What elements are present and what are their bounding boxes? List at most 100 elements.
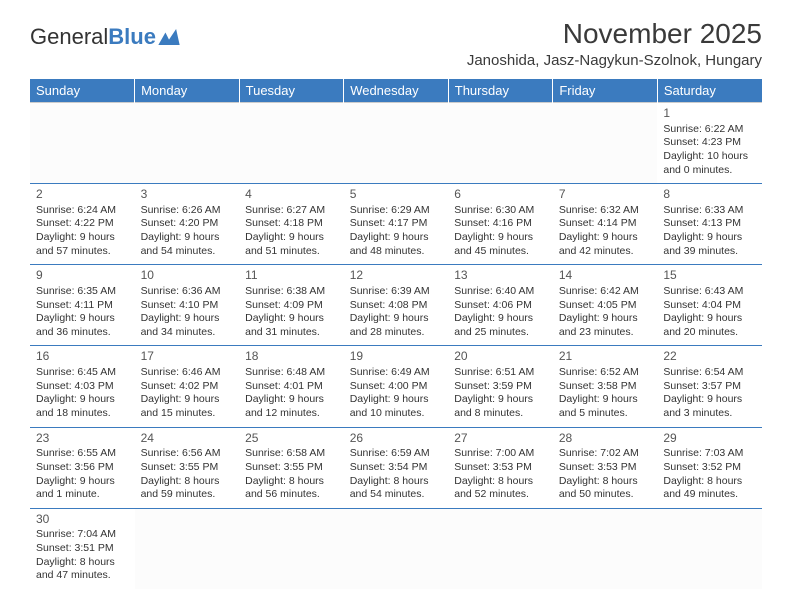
day-number: 12 xyxy=(350,268,443,284)
day-number: 16 xyxy=(36,349,129,365)
sunrise-text: Sunrise: 6:55 AM xyxy=(36,447,129,461)
sunrise-text: Sunrise: 6:45 AM xyxy=(36,366,129,380)
header: GeneralBlue November 2025 Janoshida, Jas… xyxy=(30,18,762,69)
sunrise-text: Sunrise: 7:02 AM xyxy=(559,447,652,461)
logo-text-1: General xyxy=(30,24,108,50)
day-number: 6 xyxy=(454,187,547,203)
sunrise-text: Sunrise: 6:35 AM xyxy=(36,285,129,299)
day-number: 5 xyxy=(350,187,443,203)
calendar-cell xyxy=(239,508,344,589)
daylight-text: Daylight: 8 hours and 49 minutes. xyxy=(663,475,756,502)
daylight-text: Daylight: 9 hours and 8 minutes. xyxy=(454,393,547,420)
calendar-cell: 29Sunrise: 7:03 AMSunset: 3:52 PMDayligh… xyxy=(657,427,762,508)
sunset-text: Sunset: 4:16 PM xyxy=(454,217,547,231)
calendar-cell xyxy=(135,103,240,184)
day-number: 23 xyxy=(36,431,129,447)
calendar-cell: 11Sunrise: 6:38 AMSunset: 4:09 PMDayligh… xyxy=(239,265,344,346)
day-number: 24 xyxy=(141,431,234,447)
sunrise-text: Sunrise: 6:39 AM xyxy=(350,285,443,299)
column-header: Sunday xyxy=(30,79,135,103)
sunrise-text: Sunrise: 6:32 AM xyxy=(559,204,652,218)
daylight-text: Daylight: 9 hours and 1 minute. xyxy=(36,475,129,502)
sunrise-text: Sunrise: 6:33 AM xyxy=(663,204,756,218)
day-number: 10 xyxy=(141,268,234,284)
sunset-text: Sunset: 3:59 PM xyxy=(454,380,547,394)
day-number: 17 xyxy=(141,349,234,365)
calendar-cell xyxy=(657,508,762,589)
daylight-text: Daylight: 9 hours and 34 minutes. xyxy=(141,312,234,339)
calendar-cell: 10Sunrise: 6:36 AMSunset: 4:10 PMDayligh… xyxy=(135,265,240,346)
calendar-cell: 25Sunrise: 6:58 AMSunset: 3:55 PMDayligh… xyxy=(239,427,344,508)
calendar-cell: 4Sunrise: 6:27 AMSunset: 4:18 PMDaylight… xyxy=(239,184,344,265)
sunrise-text: Sunrise: 6:58 AM xyxy=(245,447,338,461)
day-number: 27 xyxy=(454,431,547,447)
column-header: Saturday xyxy=(657,79,762,103)
calendar-cell: 8Sunrise: 6:33 AMSunset: 4:13 PMDaylight… xyxy=(657,184,762,265)
sunset-text: Sunset: 4:18 PM xyxy=(245,217,338,231)
daylight-text: Daylight: 9 hours and 36 minutes. xyxy=(36,312,129,339)
sunset-text: Sunset: 4:20 PM xyxy=(141,217,234,231)
day-number: 18 xyxy=(245,349,338,365)
daylight-text: Daylight: 8 hours and 47 minutes. xyxy=(36,556,129,583)
sunset-text: Sunset: 4:00 PM xyxy=(350,380,443,394)
calendar-cell xyxy=(344,103,449,184)
calendar-cell xyxy=(448,103,553,184)
sunrise-text: Sunrise: 6:26 AM xyxy=(141,204,234,218)
calendar-cell: 19Sunrise: 6:49 AMSunset: 4:00 PMDayligh… xyxy=(344,346,449,427)
daylight-text: Daylight: 9 hours and 31 minutes. xyxy=(245,312,338,339)
sunset-text: Sunset: 4:01 PM xyxy=(245,380,338,394)
sunset-text: Sunset: 3:53 PM xyxy=(454,461,547,475)
column-header: Wednesday xyxy=(344,79,449,103)
day-number: 22 xyxy=(663,349,756,365)
sunset-text: Sunset: 4:17 PM xyxy=(350,217,443,231)
sunrise-text: Sunrise: 6:59 AM xyxy=(350,447,443,461)
column-header: Tuesday xyxy=(239,79,344,103)
daylight-text: Daylight: 9 hours and 48 minutes. xyxy=(350,231,443,258)
daylight-text: Daylight: 9 hours and 42 minutes. xyxy=(559,231,652,258)
sunrise-text: Sunrise: 6:43 AM xyxy=(663,285,756,299)
sunset-text: Sunset: 4:03 PM xyxy=(36,380,129,394)
calendar-cell: 1Sunrise: 6:22 AMSunset: 4:23 PMDaylight… xyxy=(657,103,762,184)
sunrise-text: Sunrise: 6:52 AM xyxy=(559,366,652,380)
calendar-cell: 26Sunrise: 6:59 AMSunset: 3:54 PMDayligh… xyxy=(344,427,449,508)
page-title: November 2025 xyxy=(467,18,762,50)
daylight-text: Daylight: 9 hours and 5 minutes. xyxy=(559,393,652,420)
day-number: 13 xyxy=(454,268,547,284)
sunrise-text: Sunrise: 6:29 AM xyxy=(350,204,443,218)
daylight-text: Daylight: 9 hours and 57 minutes. xyxy=(36,231,129,258)
daylight-text: Daylight: 8 hours and 52 minutes. xyxy=(454,475,547,502)
calendar-cell: 22Sunrise: 6:54 AMSunset: 3:57 PMDayligh… xyxy=(657,346,762,427)
calendar-cell xyxy=(30,103,135,184)
calendar-cell: 17Sunrise: 6:46 AMSunset: 4:02 PMDayligh… xyxy=(135,346,240,427)
sunrise-text: Sunrise: 6:30 AM xyxy=(454,204,547,218)
calendar-cell xyxy=(239,103,344,184)
sunset-text: Sunset: 4:05 PM xyxy=(559,299,652,313)
daylight-text: Daylight: 8 hours and 54 minutes. xyxy=(350,475,443,502)
sunset-text: Sunset: 4:10 PM xyxy=(141,299,234,313)
day-number: 15 xyxy=(663,268,756,284)
day-number: 21 xyxy=(559,349,652,365)
day-number: 26 xyxy=(350,431,443,447)
day-number: 3 xyxy=(141,187,234,203)
calendar-cell: 12Sunrise: 6:39 AMSunset: 4:08 PMDayligh… xyxy=(344,265,449,346)
calendar-table: SundayMondayTuesdayWednesdayThursdayFrid… xyxy=(30,79,762,589)
sunrise-text: Sunrise: 6:27 AM xyxy=(245,204,338,218)
sunset-text: Sunset: 4:02 PM xyxy=(141,380,234,394)
calendar-cell: 9Sunrise: 6:35 AMSunset: 4:11 PMDaylight… xyxy=(30,265,135,346)
sunrise-text: Sunrise: 7:04 AM xyxy=(36,528,129,542)
sunrise-text: Sunrise: 6:40 AM xyxy=(454,285,547,299)
daylight-text: Daylight: 8 hours and 56 minutes. xyxy=(245,475,338,502)
day-number: 1 xyxy=(663,106,756,122)
day-number: 9 xyxy=(36,268,129,284)
calendar-cell: 18Sunrise: 6:48 AMSunset: 4:01 PMDayligh… xyxy=(239,346,344,427)
calendar-cell xyxy=(135,508,240,589)
location-subtitle: Janoshida, Jasz-Nagykun-Szolnok, Hungary xyxy=(467,52,762,69)
daylight-text: Daylight: 9 hours and 10 minutes. xyxy=(350,393,443,420)
daylight-text: Daylight: 9 hours and 15 minutes. xyxy=(141,393,234,420)
daylight-text: Daylight: 9 hours and 25 minutes. xyxy=(454,312,547,339)
sunrise-text: Sunrise: 7:00 AM xyxy=(454,447,547,461)
daylight-text: Daylight: 9 hours and 3 minutes. xyxy=(663,393,756,420)
day-number: 4 xyxy=(245,187,338,203)
calendar-cell: 21Sunrise: 6:52 AMSunset: 3:58 PMDayligh… xyxy=(553,346,658,427)
logo: GeneralBlue xyxy=(30,24,180,50)
